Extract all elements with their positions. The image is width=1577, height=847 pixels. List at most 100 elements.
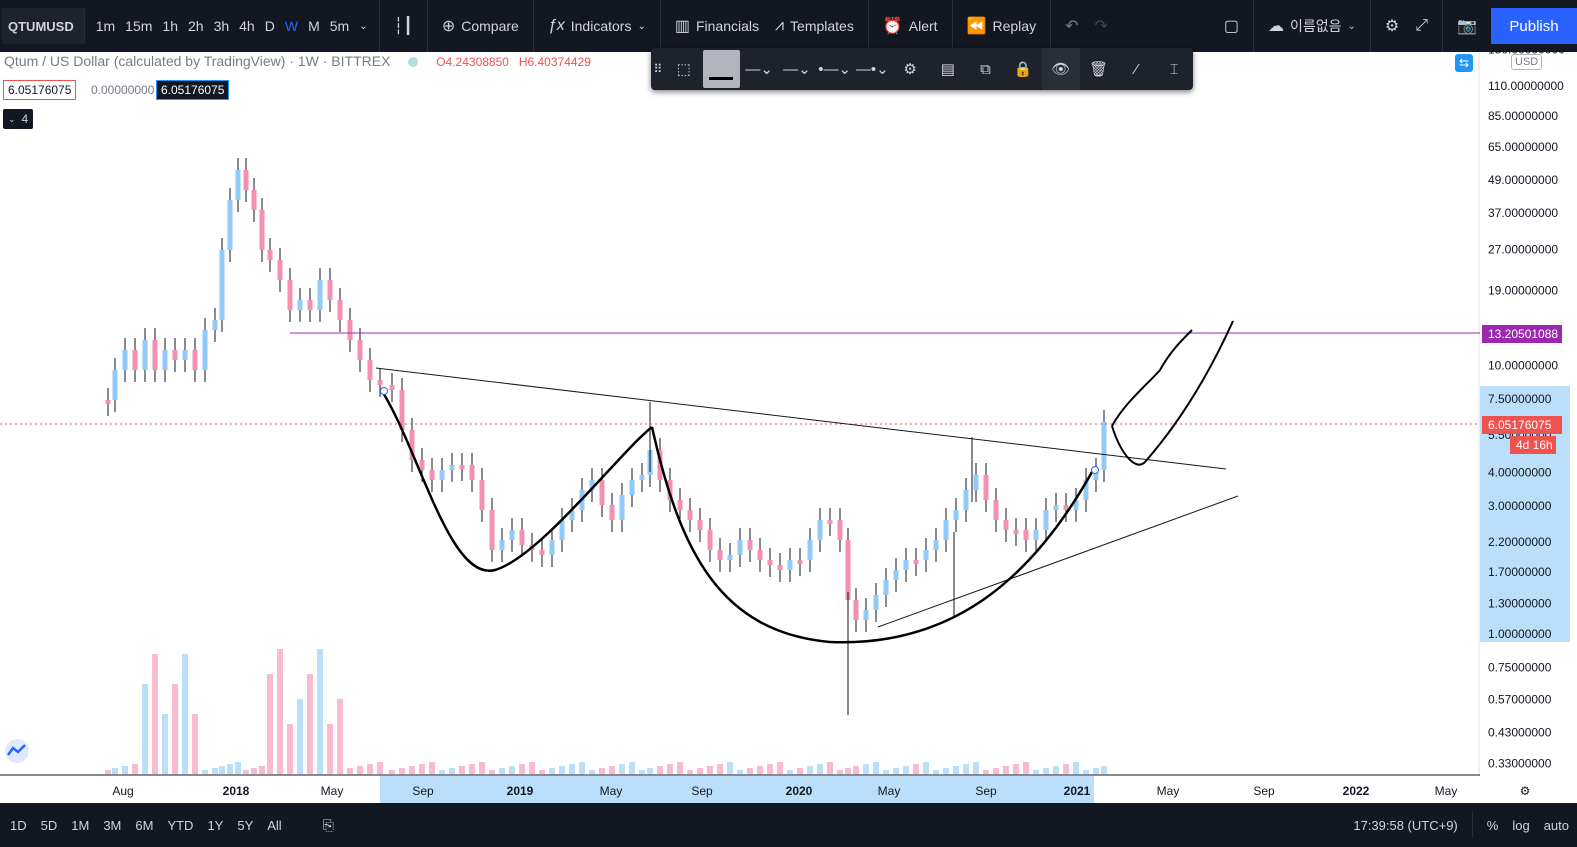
template-icon[interactable]: ⬚ — [676, 61, 691, 78]
snapshot-button[interactable]: 📷 — [1449, 16, 1485, 36]
price-tick-label: 1.30000000 — [1488, 596, 1552, 610]
axis-settings-icon[interactable]: ⚙ — [1520, 784, 1531, 798]
volume-bar — [883, 770, 889, 774]
eye-icon[interactable]: 👁 — [1042, 48, 1080, 90]
price-tick-label: 19.00000000 — [1488, 284, 1558, 298]
brush-icon[interactable]: ⁄ — [1135, 60, 1138, 78]
range-5Y[interactable]: 5Y — [237, 817, 254, 833]
volume-bar — [647, 768, 653, 774]
interval-15m[interactable]: 15m — [125, 18, 153, 34]
financials-button[interactable]: ▥ Financials — [667, 16, 767, 36]
fullscreen-button[interactable]: ⤢ — [1407, 17, 1436, 35]
layout-square-button[interactable]: ▢ — [1216, 16, 1247, 36]
interval-4h[interactable]: 4h — [239, 18, 255, 34]
line-style-button[interactable]: ―⌄ — [783, 61, 811, 78]
chart-type-button[interactable]: ┆┃ — [386, 16, 421, 36]
line-width-button[interactable]: ―⌄ — [745, 61, 773, 78]
time-tick-label: May — [600, 784, 623, 798]
candle-body — [347, 320, 353, 340]
interval-3h[interactable]: 3h — [213, 18, 230, 34]
value-box-2: 0.00000000 — [91, 83, 155, 97]
goto-date-icon[interactable]: ⎘ — [322, 816, 334, 833]
candle-body — [1053, 505, 1059, 510]
brush-curve-4[interactable] — [1111, 329, 1193, 427]
price-tick-label: 3.00000000 — [1488, 499, 1552, 513]
ascending-trendline[interactable] — [877, 495, 1239, 628]
volume-bar — [1023, 762, 1029, 774]
legend-title[interactable]: Qtum / US Dollar (calculated by TradingV… — [4, 53, 391, 69]
gear-icon[interactable]: ⚙ — [903, 61, 917, 78]
clone-icon[interactable]: ⧉ — [980, 60, 991, 78]
undo-button[interactable]: ↶ — [1057, 16, 1086, 36]
volume-bar — [1063, 764, 1069, 774]
divider — [426, 0, 428, 52]
indicators-button[interactable]: ƒx Indicators ⌄ — [540, 17, 654, 35]
range-3M[interactable]: 3M — [103, 817, 122, 833]
range-1D[interactable]: 1D — [10, 817, 27, 833]
volume-bar — [767, 764, 773, 774]
range-All[interactable]: All — [267, 817, 282, 833]
layout-name-button[interactable]: ☁ 이름없음 ⌄ — [1260, 16, 1364, 36]
volume-bar — [347, 768, 353, 774]
interval-1h[interactable]: 1h — [162, 18, 178, 34]
brush-curve-3[interactable] — [1111, 320, 1234, 466]
candle-body — [569, 510, 575, 520]
clock-label[interactable]: 17:39:58 (UTC+9) — [1353, 817, 1458, 833]
chart-pane[interactable] — [0, 52, 1480, 776]
replay-button[interactable]: ⏪ Replay — [959, 16, 1045, 36]
publish-button[interactable]: Publish — [1491, 8, 1577, 44]
symbol-search[interactable]: QTUMUSD — [2, 8, 85, 44]
trash-icon[interactable]: 🗑 — [1089, 61, 1109, 78]
candle-body — [687, 510, 693, 520]
price-tick-label: 10.00000000 — [1488, 358, 1558, 372]
candle-body — [259, 210, 265, 250]
indicators-collapse-button[interactable]: ⌄ 4 — [3, 109, 34, 129]
range-YTD[interactable]: YTD — [167, 817, 194, 833]
interval-D[interactable]: D — [264, 18, 275, 34]
anchor-point[interactable] — [380, 387, 388, 395]
line-color-button[interactable] — [702, 50, 741, 88]
volume-bar — [297, 699, 303, 774]
range-5D[interactable]: 5D — [40, 817, 58, 833]
volume-bar — [913, 764, 919, 774]
alert-button[interactable]: ⏰ Alert — [875, 16, 946, 36]
line-start-button[interactable]: •―⌄ — [818, 61, 852, 78]
redo-button[interactable]: ↷ — [1086, 16, 1115, 36]
interval-1m[interactable]: 1m — [95, 18, 116, 34]
range-1M[interactable]: 1M — [71, 817, 90, 833]
settings-button[interactable]: ⚙ — [1377, 16, 1407, 36]
templates-button[interactable]: ⩘ Templates — [767, 17, 862, 35]
range-1Y[interactable]: 1Y — [207, 817, 224, 833]
volume-bar — [449, 768, 455, 774]
candlestick-series[interactable] — [105, 158, 1107, 715]
interval-2h[interactable]: 2h — [187, 18, 204, 34]
measure-icon[interactable]: ⌶ — [1169, 60, 1179, 78]
sync-icon[interactable]: ⇆ — [1455, 54, 1473, 72]
descending-trendline[interactable] — [375, 367, 1227, 470]
anchor-point[interactable] — [1091, 466, 1099, 474]
visibility-order-icon[interactable]: ▤ — [940, 61, 955, 78]
candle-body — [807, 540, 813, 560]
log-toggle[interactable]: log — [1512, 817, 1530, 833]
layout-name-label: 이름없음 — [1290, 18, 1342, 34]
brush-curve-1[interactable] — [380, 390, 653, 572]
currency-label[interactable]: USD — [1511, 54, 1543, 70]
auto-toggle[interactable]: auto — [1543, 817, 1569, 833]
chart-area[interactable]: 150.00000000110.0000000085.0000000065.00… — [0, 52, 1577, 803]
compare-button[interactable]: ⊕ Compare — [434, 16, 527, 36]
drag-handle-icon[interactable]: ⠿ — [653, 62, 663, 76]
volume-bar — [629, 762, 635, 774]
candle-body — [122, 350, 128, 370]
interval-W[interactable]: W — [284, 18, 299, 34]
percent-toggle[interactable]: % — [1486, 817, 1499, 833]
interval-5m[interactable]: 5m — [329, 18, 350, 34]
top-toolbar: QTUMUSD 1m 15m 1h 2h 3h 4h D W M 5m ⌄ ┆┃ ⊕ Compare … — [0, 0, 1577, 52]
interval-M[interactable]: M — [308, 18, 320, 34]
candle-body — [777, 565, 783, 570]
chevron-down-icon[interactable]: ⌄ — [359, 20, 368, 32]
lock-icon[interactable]: 🔒 — [1013, 61, 1033, 78]
range-6M[interactable]: 6M — [135, 817, 154, 833]
line-end-button[interactable]: ―•⌄ — [855, 61, 889, 78]
fullscreen-icon: ⤢ — [1415, 17, 1429, 34]
brush-curve-2[interactable] — [650, 426, 1094, 644]
